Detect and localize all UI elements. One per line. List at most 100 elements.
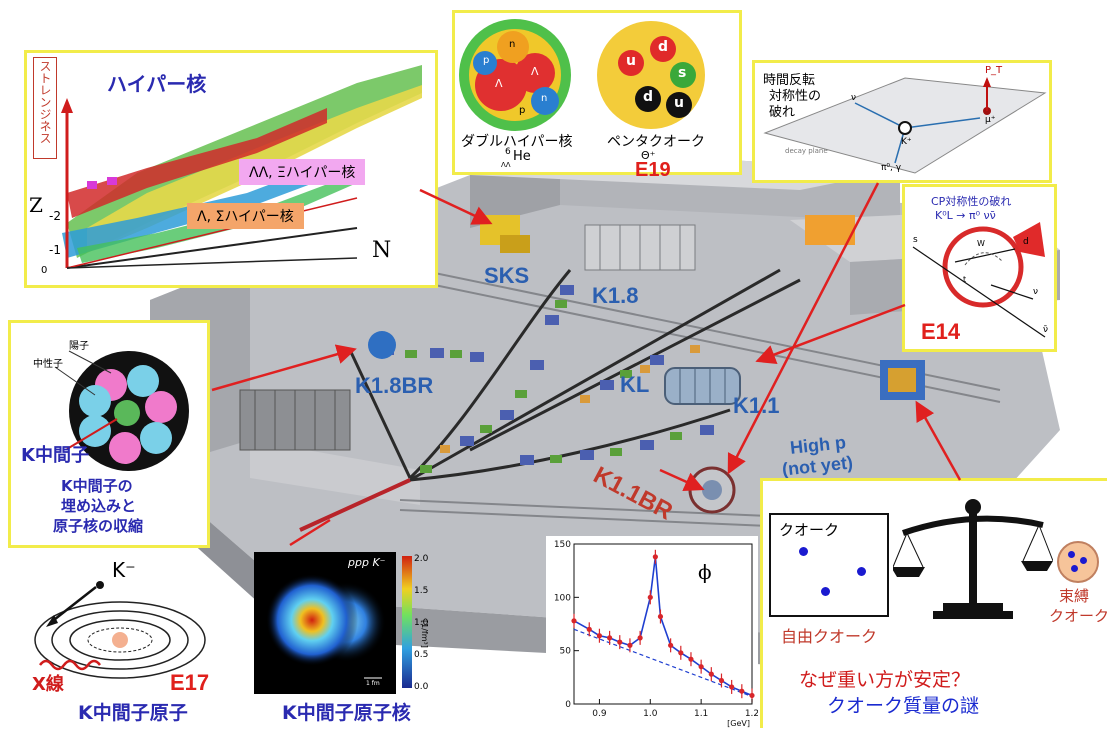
hypernuclei-panel: ストレンジネス ハイパー核 Z N -2 -1 0 ΛΛ, Ξハイパー核 Λ, …	[24, 50, 438, 288]
data-point	[729, 684, 735, 690]
kmeson-caption-3: 原子核の収縮	[53, 517, 144, 535]
x-axis-unit: [GeV]	[727, 719, 750, 728]
e14-panel: CP対称性の破れ K⁰L → π⁰ νν̄ s d ν ν̄ W t E14	[902, 184, 1057, 352]
kmeson-caption-1: K中間子の	[61, 477, 133, 495]
free-quark-dot	[799, 547, 808, 556]
x-tick-label: 1.2	[745, 709, 758, 719]
trv-mu: μ⁺	[985, 115, 996, 125]
z-axis-label: Z	[29, 193, 43, 217]
strangeness-axis-label: ストレンジネス	[33, 57, 57, 159]
bound-quark-dot	[1068, 551, 1075, 558]
label-proton: 陽子	[69, 341, 89, 352]
data-point	[652, 554, 658, 560]
quark-d2: d	[643, 89, 654, 105]
theta-label: Θ⁺	[641, 149, 656, 162]
trv-k: K⁺	[901, 137, 912, 147]
x-tick-label: 1.0	[643, 709, 658, 719]
cbar-tick-00: 0.0	[414, 682, 429, 692]
data-point	[668, 642, 674, 648]
e14-d: d	[1023, 237, 1029, 247]
data-point	[647, 594, 653, 600]
e19-panel: p n Λ Λ n p u d d s u ダブルハイパー核 6 ΛΛ He ペ…	[452, 10, 742, 181]
quark-mass-question: なぜ重い方が安定？	[799, 669, 971, 691]
nucleon-lambda2: Λ	[531, 65, 539, 78]
he-sub: ΛΛ	[501, 161, 511, 169]
xray-label: X線	[32, 674, 64, 695]
label-sks: SKS	[484, 263, 530, 288]
trv-nu: ν	[851, 93, 857, 103]
bound-quark-circle	[1057, 541, 1099, 583]
nucleon-n1: n	[509, 39, 516, 50]
time-reversal-graphic	[763, 77, 1047, 174]
kmeson-caption-2: 埋め込みと	[61, 497, 137, 515]
label-neutron: 中性子	[33, 359, 63, 370]
kaonic-atom-graphic	[34, 581, 206, 679]
data-point	[708, 671, 714, 677]
data-point	[607, 635, 613, 641]
cbar-unit: [1/fm³]	[420, 620, 429, 648]
he-label: He	[513, 149, 531, 164]
pentaquark-caption: ペンタクオーク	[607, 134, 705, 150]
balance-scale-icon	[893, 499, 1053, 619]
pppk-density-map	[254, 552, 412, 694]
e14-id: E14	[921, 319, 961, 344]
he-prefix: 6	[505, 147, 511, 157]
pppk-scale: 1 fm	[366, 680, 380, 687]
data-point	[657, 613, 664, 620]
cbar-tick-05: 0.5	[414, 650, 429, 660]
phi-spectrum-panel: 0.9 1.0 1.1 1.2 0 50 100 150 [GeV] ϕ	[546, 536, 759, 728]
single-hypernuclei-label: Λ, Σハイパー核	[187, 203, 304, 229]
data-point	[739, 688, 745, 694]
cbar-tick-10: 1.0	[414, 618, 429, 628]
tick-zero: 0	[41, 265, 48, 276]
double-hypernuclei-label: ΛΛ, Ξハイパー核	[239, 159, 366, 185]
bound-quark-dot	[1071, 565, 1078, 572]
free-quark-box: クオーク	[769, 513, 889, 617]
data-point	[698, 664, 704, 670]
data-point	[627, 642, 633, 648]
quark-mass-panel: クオーク 自由クオーク 束縛 クオーク なぜ重い方が安定？ クオーク質量の謎	[760, 478, 1107, 728]
e14-caption: CP対称性の破れ	[931, 195, 1012, 208]
x-tick-label: 0.9	[592, 709, 607, 719]
data-point	[688, 656, 694, 662]
trv-caption-3: 破れ	[769, 105, 796, 120]
e14-w: W	[977, 239, 985, 248]
y-tick-label: 0	[565, 700, 571, 710]
e17-id: E17	[170, 670, 210, 695]
e14-decay: K⁰L → π⁰ νν̄	[935, 209, 996, 222]
data-point	[749, 692, 755, 699]
pppk-caption: K中間子原子核	[282, 702, 411, 724]
y-tick-label: 100	[554, 593, 571, 603]
e19-graphic	[459, 19, 705, 131]
kmeson-nucleus-graphic	[54, 350, 189, 471]
e14-nu: ν	[1033, 287, 1039, 297]
trv-pi: π⁰, γ	[881, 163, 902, 173]
label-k18br: K1.8BR	[355, 373, 434, 398]
nucleon-n2: n	[541, 93, 548, 104]
quark-u2: u	[674, 95, 684, 111]
tick-minus2: -2	[49, 209, 61, 223]
free-quark-dot	[821, 587, 830, 596]
e19-id: E19	[635, 159, 671, 181]
double-hyper-caption: ダブルハイパー核	[461, 134, 573, 150]
n-axis-label: N	[372, 238, 392, 263]
trv-caption-1: 時間反転	[763, 73, 816, 88]
label-k18: K1.8	[592, 283, 639, 308]
quark-u1: u	[626, 53, 636, 69]
tick-minus1: -1	[49, 243, 61, 257]
y-tick-label: 50	[560, 647, 572, 657]
kminus-label: K⁻	[112, 558, 136, 582]
bound-caption-1: 束縛	[1059, 587, 1090, 605]
quark-d1: d	[658, 39, 669, 55]
free-quark-box-label: クオーク	[779, 521, 840, 539]
trv-plane: decay plane	[785, 147, 828, 155]
free-quark-dot	[857, 567, 866, 576]
data-point	[586, 626, 592, 632]
e14-t: t	[963, 275, 967, 284]
pppk-title: ppp K⁻	[348, 556, 386, 569]
data-point	[718, 677, 725, 684]
nucleon-p1: p	[483, 55, 490, 66]
e14-graphic	[912, 222, 1046, 338]
data-point	[571, 618, 577, 624]
y-tick-label: 150	[554, 540, 571, 550]
